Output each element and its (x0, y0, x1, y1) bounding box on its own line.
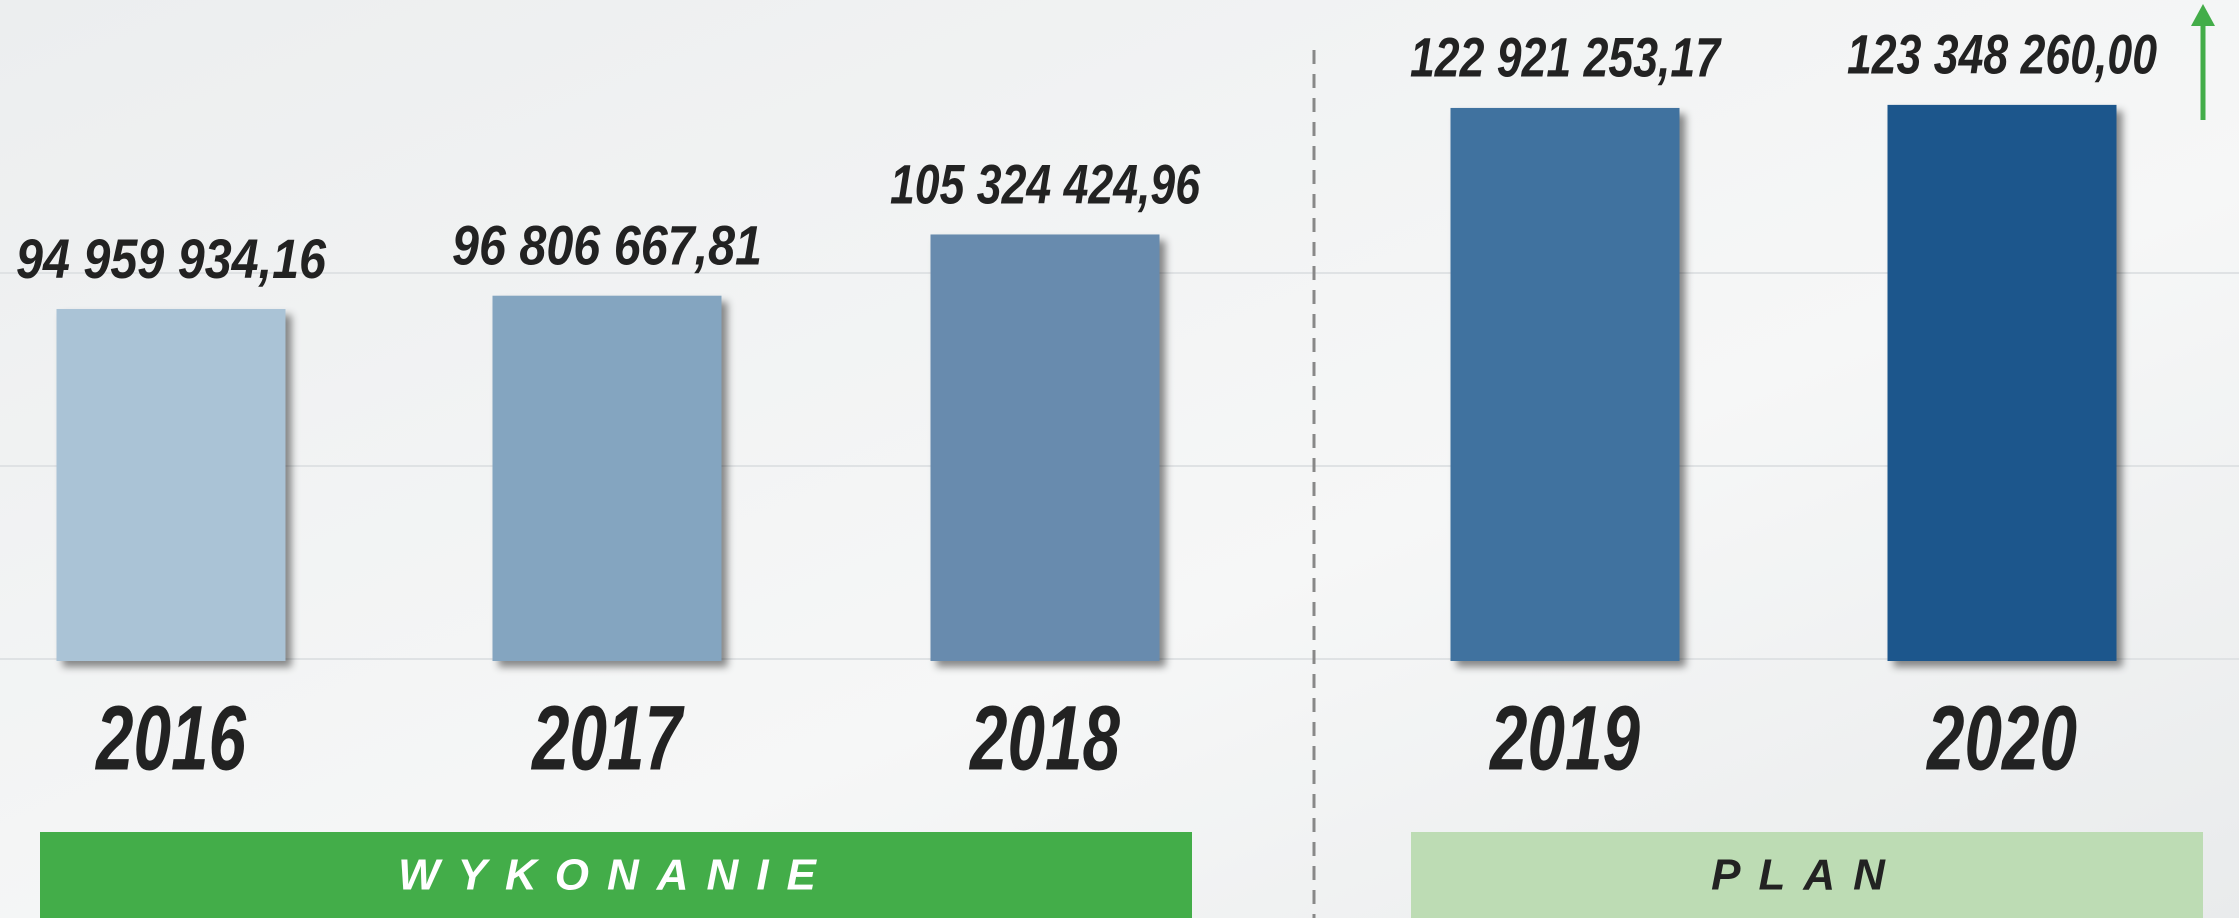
value-label: 105 324 424,96 (890, 152, 1201, 215)
group-band (1411, 832, 2203, 918)
bar (1450, 107, 1680, 661)
value-label: 96 806 667,81 (452, 214, 762, 277)
up-arrow (2191, 4, 2215, 120)
x-tick-label: 2020 (1926, 687, 2077, 789)
group-label: WYKONANIE (398, 851, 834, 900)
group-band (40, 832, 1192, 918)
value-label: 123 348 260,00 (1847, 23, 2157, 86)
group-label: PLAN (1711, 851, 1903, 900)
x-tick-label: 2018 (969, 687, 1121, 789)
value-label: 122 921 253,17 (1410, 26, 1722, 89)
x-tick-label: 2016 (95, 687, 247, 789)
x-tick-label: 2017 (531, 687, 685, 789)
value-label: 94 959 934,16 (16, 227, 327, 290)
bar (492, 295, 722, 661)
bar (930, 234, 1160, 661)
x-tick-label: 2019 (1489, 687, 1640, 789)
bar (1887, 104, 2117, 662)
bar (56, 308, 286, 661)
